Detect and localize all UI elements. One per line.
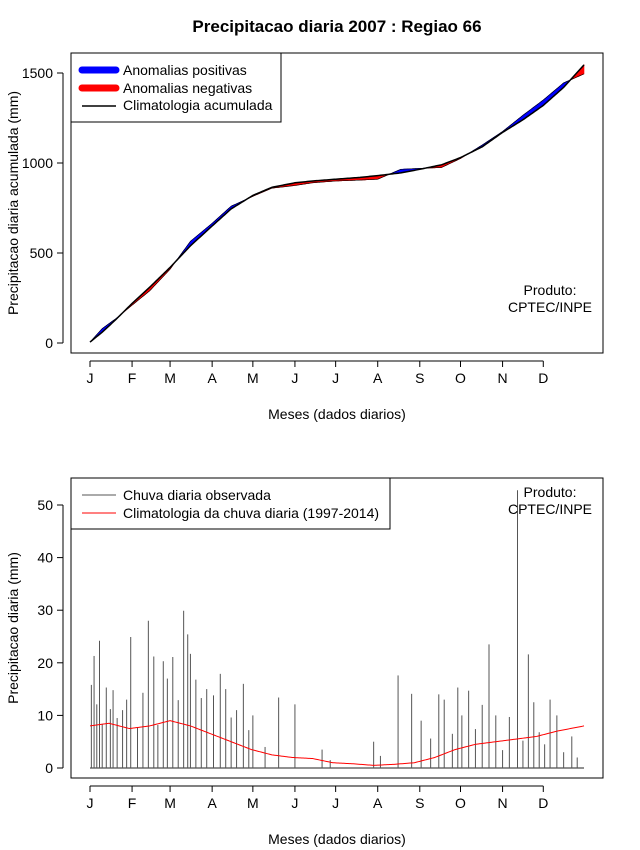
top-x-tick-label: O bbox=[455, 370, 466, 386]
top-x-tick-label: J bbox=[332, 370, 339, 386]
bottom-y-axis: 0 10 20 30 40 50 bbox=[37, 497, 64, 776]
top-y-axis-label: Precipitacao diaria acumulada (mm) bbox=[5, 91, 21, 315]
bottom-x-tick-label: D bbox=[538, 795, 548, 811]
bottom-legend: Chuva diaria observada Climatologia da c… bbox=[70, 477, 391, 530]
top-x-tick-label: F bbox=[128, 370, 137, 386]
bottom-x-tick-label: O bbox=[455, 795, 466, 811]
chart-title: Precipitacao diaria 2007 : Regiao 66 bbox=[192, 17, 481, 36]
top-x-tick-label: M bbox=[164, 370, 176, 386]
legend-label-observed: Chuva diaria observada bbox=[123, 487, 271, 503]
top-plot-marks bbox=[89, 64, 585, 343]
top-y-tick-label: 1000 bbox=[22, 155, 53, 171]
bottom-legend-box bbox=[70, 477, 391, 530]
bottom-x-axis-label: Meses (dados diarios) bbox=[268, 831, 406, 847]
top-product-source: CPTEC/INPE bbox=[508, 299, 592, 315]
legend-label-positive: Anomalias positivas bbox=[123, 62, 247, 78]
bottom-chart-panel: 0 10 20 30 40 50 J F M A M J J A S O N D Meses (dados di… bbox=[5, 477, 604, 847]
bottom-y-tick-label: 20 bbox=[37, 655, 53, 671]
top-x-axis-label: Meses (dados diarios) bbox=[268, 406, 406, 422]
legend-label-rain-climatology: Climatologia da chuva diaria (1997-2014) bbox=[123, 505, 379, 521]
bottom-x-tick-label: N bbox=[498, 795, 508, 811]
bottom-y-tick-label: 30 bbox=[37, 602, 53, 618]
bottom-x-tick-label: M bbox=[247, 795, 259, 811]
bottom-y-tick-label: 10 bbox=[37, 707, 53, 723]
bottom-x-tick-label: J bbox=[291, 795, 298, 811]
legend-label-climatology: Climatologia acumulada bbox=[123, 97, 273, 113]
bottom-x-tick-label: M bbox=[164, 795, 176, 811]
bottom-y-tick-label: 50 bbox=[37, 497, 53, 513]
top-x-tick-label: S bbox=[415, 370, 424, 386]
top-y-tick-label: 1500 bbox=[22, 65, 53, 81]
bottom-x-tick-label: J bbox=[87, 795, 94, 811]
top-y-tick-label: 500 bbox=[30, 245, 54, 261]
top-x-tick-label: A bbox=[373, 370, 383, 386]
bottom-product-label: Produto: bbox=[524, 484, 577, 500]
top-x-tick-label: J bbox=[291, 370, 298, 386]
bottom-x-tick-label: A bbox=[207, 795, 217, 811]
top-x-tick-label: M bbox=[247, 370, 259, 386]
top-x-tick-label: N bbox=[498, 370, 508, 386]
rain-climatology-line bbox=[89, 720, 585, 766]
top-x-tick-label: D bbox=[538, 370, 548, 386]
top-x-tick-label: A bbox=[207, 370, 217, 386]
bottom-product-source: CPTEC/INPE bbox=[508, 501, 592, 517]
bottom-x-tick-label: A bbox=[373, 795, 383, 811]
bottom-y-axis-label: Precipitacao diaria (mm) bbox=[5, 552, 21, 704]
observed-accumulated-line bbox=[89, 73, 585, 343]
bottom-x-tick-label: F bbox=[128, 795, 137, 811]
top-y-tick-label: 0 bbox=[45, 335, 53, 351]
top-x-tick-label: J bbox=[87, 370, 94, 386]
top-y-axis: 0 500 1000 1500 bbox=[22, 65, 64, 351]
bottom-x-tick-label: S bbox=[415, 795, 424, 811]
bottom-x-tick-label: J bbox=[332, 795, 339, 811]
climatology-accumulated-line bbox=[89, 64, 585, 343]
bottom-y-tick-label: 0 bbox=[45, 760, 53, 776]
top-chart-panel: 0 500 1000 1500 J F M A M J J A S O N D Meses (dados d… bbox=[5, 52, 604, 422]
bottom-y-tick-label: 40 bbox=[37, 550, 53, 566]
legend-label-negative: Anomalias negativas bbox=[123, 80, 252, 96]
top-legend: Anomalias positivas Anomalias negativas … bbox=[70, 52, 282, 123]
top-product-label: Produto: bbox=[524, 282, 577, 298]
top-plot-frame bbox=[70, 52, 604, 354]
bottom-plot-marks bbox=[89, 490, 585, 769]
